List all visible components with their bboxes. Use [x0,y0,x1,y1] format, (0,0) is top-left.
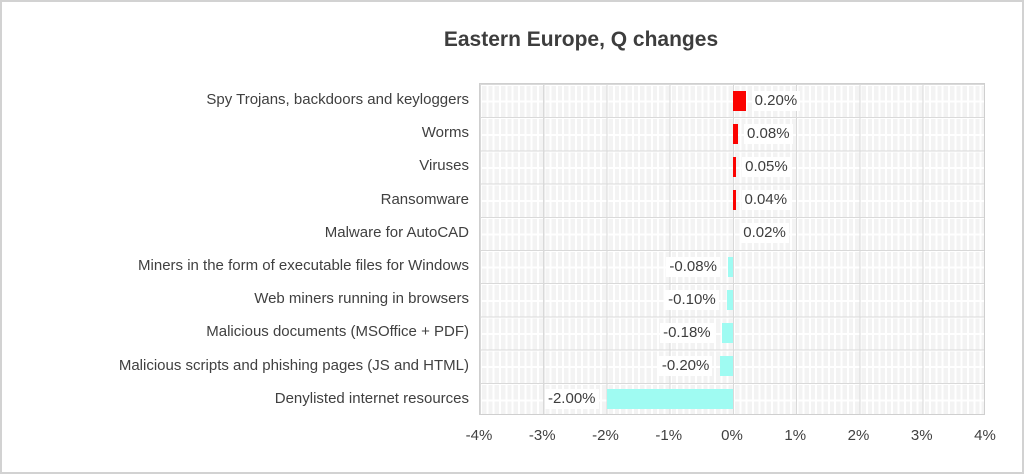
value-label: -0.08% [666,256,720,277]
category-axis: Spy Trojans, backdoors and keyloggers Wor… [10,83,469,415]
bar-positive [733,90,746,111]
x-axis-tick-label: -2% [592,427,619,444]
category-label: Worms [421,124,469,142]
bar-positive [733,123,739,144]
value-label: 0.08% [744,123,793,144]
bar-positive [733,190,736,211]
category-label: Web miners running in browsers [254,290,469,308]
bar-negative [727,256,733,277]
x-axis-tick-label: 3% [910,427,933,444]
value-label: -2.00% [544,389,599,410]
category-label: Malicious scripts and phishing pages (JS… [118,356,469,374]
value-label: 0.20% [751,90,801,111]
x-axis-tick-label: 2% [847,427,870,444]
x-axis-tick-label: 4% [974,427,996,444]
x-axis-tick-label: -1% [655,427,683,444]
x-axis-tick-label: -3% [528,427,556,444]
bar-negative [606,389,733,410]
category-label: Ransomware [380,190,469,208]
x-axis-tick-label: 1% [784,427,807,444]
category-label: Malicious documents (MSOffice + PDF) [206,323,469,341]
bar-negative [720,356,733,377]
value-label: 0.04% [741,190,791,211]
value-label: -0.18% [660,323,714,343]
value-label: -0.10% [665,289,719,310]
category-label: Miners in the form of executable files f… [138,257,469,275]
category-label: Denylisted internet resources [274,389,469,407]
category-label: Viruses [419,157,469,175]
chart-title: Eastern Europe, Q changes [443,28,719,51]
value-label: -0.20% [658,356,713,377]
x-axis-tick-label: -4% [465,427,493,444]
bar-negative [721,323,733,343]
category-label: Malware for AutoCAD [324,223,469,241]
value-label: 0.05% [742,157,791,177]
bar-positive [733,157,737,177]
x-axis: -4% -3% -2% -1% 0% 1% 2% 3% 4% [466,427,996,451]
x-axis-tick-label: 0% [721,427,743,444]
category-label: Spy Trojans, backdoors and keyloggers [206,91,469,109]
plot-area: 0.20% 0.08% 0.05% 0.04% 0.02% -0.08% -0.10% -0.… [479,83,985,415]
bar-negative [726,289,733,310]
value-label: 0.02% [740,223,789,244]
